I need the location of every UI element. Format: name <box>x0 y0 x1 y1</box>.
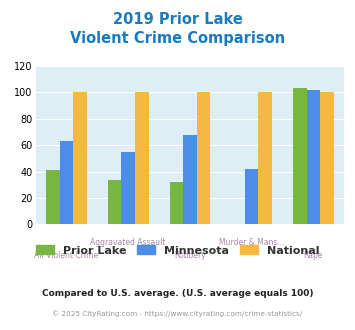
Bar <box>320 92 334 224</box>
Bar <box>307 90 320 224</box>
Bar <box>293 88 307 224</box>
Text: Compared to U.S. average. (U.S. average equals 100): Compared to U.S. average. (U.S. average … <box>42 289 313 298</box>
Bar <box>170 182 183 224</box>
Text: Violent Crime Comparison: Violent Crime Comparison <box>70 31 285 46</box>
Bar <box>258 92 272 224</box>
Text: Rape: Rape <box>304 251 323 260</box>
Bar <box>60 141 73 224</box>
Bar <box>245 169 258 224</box>
Text: All Violent Crime: All Violent Crime <box>34 251 98 260</box>
Legend: Prior Lake, Minnesota, National: Prior Lake, Minnesota, National <box>32 241 323 260</box>
Text: Aggravated Assault: Aggravated Assault <box>91 238 166 247</box>
Bar <box>197 92 210 224</box>
Text: 2019 Prior Lake: 2019 Prior Lake <box>113 12 242 26</box>
Text: © 2025 CityRating.com - https://www.cityrating.com/crime-statistics/: © 2025 CityRating.com - https://www.city… <box>53 311 302 317</box>
Text: Robbery: Robbery <box>174 251 206 260</box>
Bar <box>121 152 135 224</box>
Bar <box>183 135 197 224</box>
Bar <box>135 92 148 224</box>
Bar <box>73 92 87 224</box>
Bar <box>46 170 60 224</box>
Text: Murder & Mans...: Murder & Mans... <box>219 238 284 247</box>
Bar <box>108 180 121 224</box>
